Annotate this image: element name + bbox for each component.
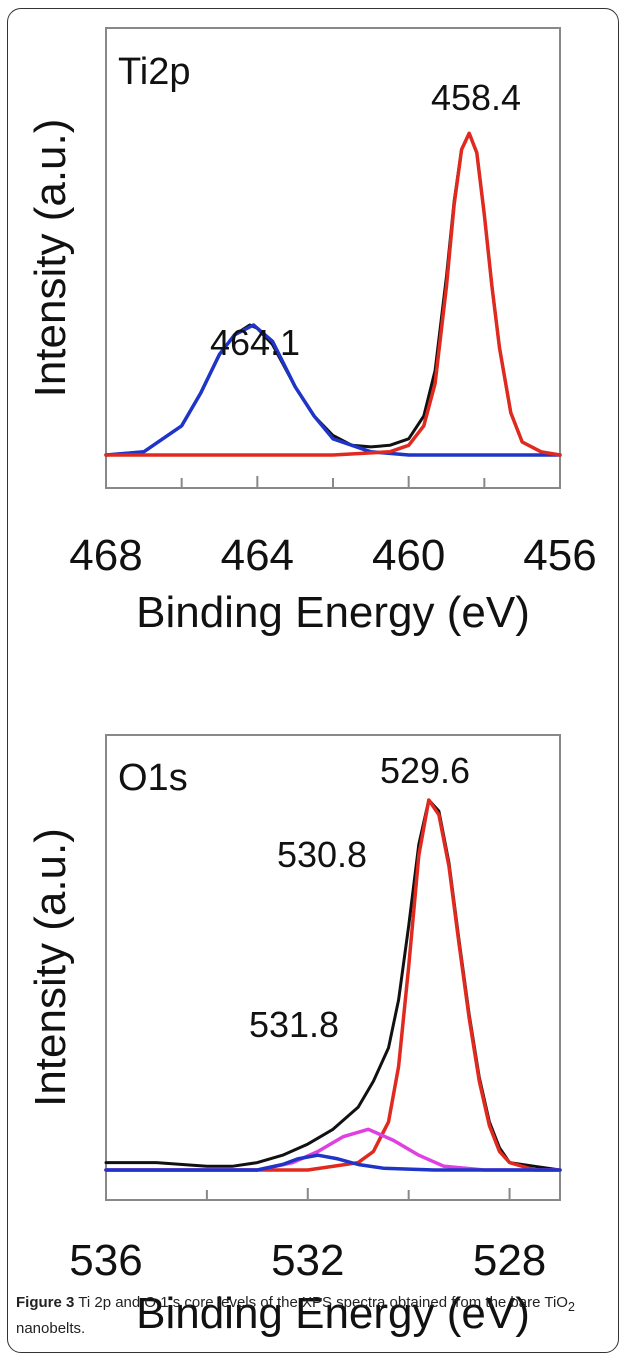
x-tick-label: 464 [221, 531, 294, 580]
x-tick-label: 532 [271, 1236, 344, 1285]
y-axis-label: Intensity (a.u.) [26, 119, 75, 398]
peak-annotation: 464.1 [210, 322, 300, 363]
x-axis-label: Binding Energy (eV) [136, 1289, 530, 1338]
peak-annotation: 531.8 [249, 1004, 339, 1045]
y-axis-label: Intensity (a.u.) [26, 828, 75, 1107]
peak-annotation: 529.6 [380, 750, 470, 791]
series-line-fit-main [104, 798, 562, 1172]
x-tick-label: 528 [473, 1236, 546, 1285]
x-tick-label: 536 [69, 1236, 142, 1285]
caption-label: Figure 3 [16, 1294, 75, 1311]
caption-subscript: 2 [567, 1300, 575, 1314]
panel-label: Ti2p [118, 51, 191, 93]
xps-panel-ti2p: 468 464 460 456 Binding Energy (eV) Intensity… [26, 27, 597, 637]
figure-caption: Figure 3 Ti 2p and O 1 s core levels of … [16, 1292, 616, 1340]
caption-text: Ti 2p and O 1 s core levels of the XPS s… [74, 1294, 568, 1311]
series-line-fit-2p1/2 [104, 323, 562, 457]
x-tick-label: 468 [69, 531, 142, 580]
x-axis-label: Binding Energy (eV) [136, 588, 530, 637]
peak-annotation: 458.4 [431, 77, 521, 118]
caption-text-end: nanobelts. [16, 1320, 86, 1337]
x-tick-label: 456 [523, 531, 596, 580]
x-tick-label: 460 [372, 531, 445, 580]
series-line-fit-2p3/2 [104, 131, 562, 457]
figure-frame [7, 8, 619, 1353]
panel-label: O1s [118, 757, 188, 799]
peak-annotation: 530.8 [277, 834, 367, 875]
series-line-fit-531.8 [104, 1153, 562, 1172]
plot-frame [105, 734, 561, 1201]
